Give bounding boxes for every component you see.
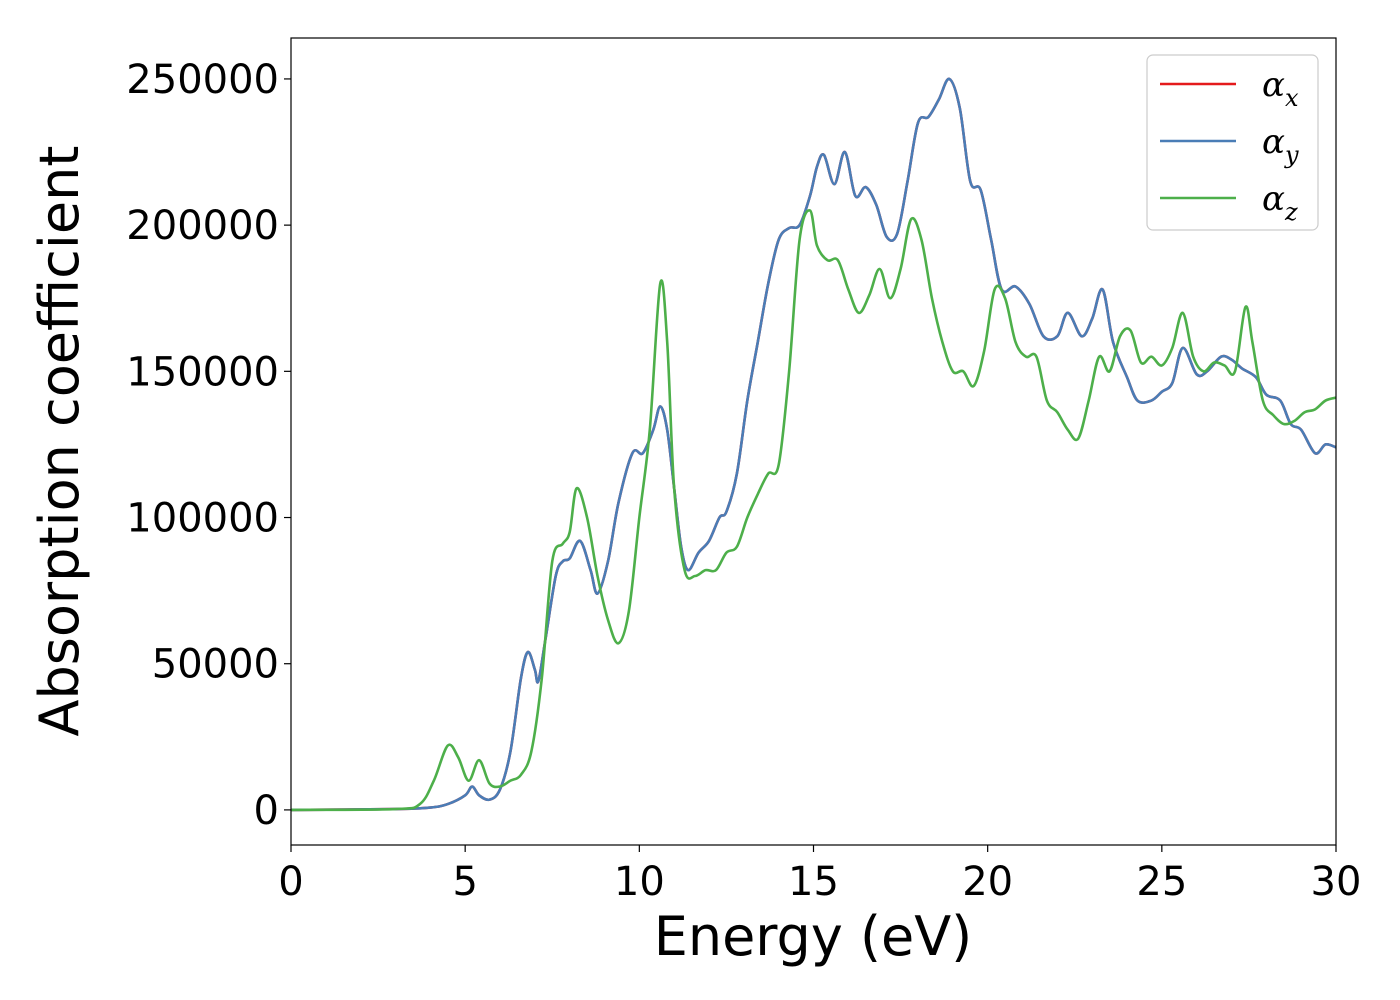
x-tick-label: 30 [1311, 859, 1362, 905]
y-axis-title: Absorption coefficient [28, 146, 91, 737]
y-tick-label: 100000 [126, 496, 279, 542]
legend-symbol: α [1262, 179, 1285, 219]
legend-frame [1146, 54, 1319, 231]
x-axis-title: Energy (eV) [654, 905, 973, 968]
x-tick-label: 0 [278, 859, 303, 905]
series-layer [291, 77, 1336, 812]
legend-symbol: α [1262, 122, 1285, 162]
x-tick-label: 5 [452, 859, 477, 905]
y-axis: 0 50000 100000 150000 200000 250000 [126, 57, 291, 834]
legend-label-y: αy [1262, 122, 1299, 169]
x-tick-label: 25 [1136, 859, 1187, 905]
series-line-z [291, 209, 1336, 812]
y-tick-label: 50000 [152, 642, 279, 688]
y-tick-label: 200000 [126, 203, 279, 249]
x-tick-label: 20 [962, 859, 1013, 905]
y-tick-label: 250000 [126, 57, 279, 103]
y-tick-label: 150000 [126, 349, 279, 395]
x-tick-label: 10 [614, 859, 665, 905]
y-tick-label: 0 [254, 788, 279, 834]
x-axis: 0 5 10 15 20 25 30 [278, 845, 1361, 905]
legend-label-z: αz [1262, 179, 1298, 226]
legend-symbol: α [1262, 65, 1285, 105]
legend-subscript: y [1284, 141, 1299, 169]
series-line-y [291, 77, 1336, 812]
legend-label-x: αx [1262, 65, 1299, 112]
legend-subscript: x [1285, 84, 1299, 112]
legend-subscript: z [1284, 198, 1298, 226]
x-tick-label: 15 [788, 859, 839, 905]
